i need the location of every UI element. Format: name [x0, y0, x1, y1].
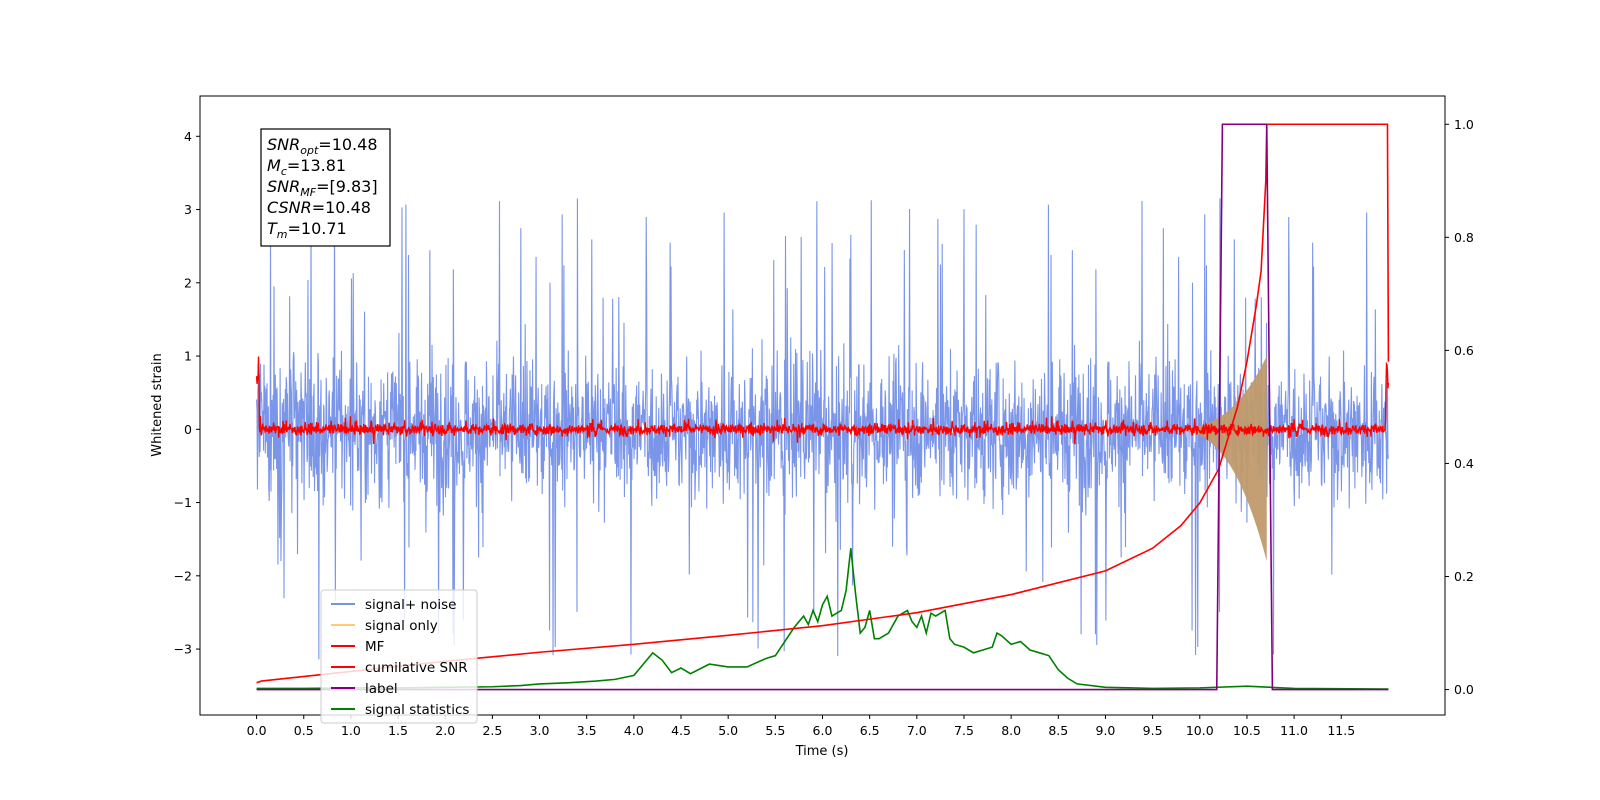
x-tick-label: 10.5: [1233, 723, 1261, 738]
y-tick-label: −1: [174, 495, 192, 510]
x-tick-label: 3.0: [530, 723, 550, 738]
x-tick-label: 8.5: [1048, 723, 1068, 738]
legend-label: signal+ noise: [365, 597, 456, 613]
x-tick-label: 1.5: [388, 723, 408, 738]
legend-label: MF: [365, 639, 384, 655]
annotation-line: Tm=10.71: [267, 219, 347, 241]
y-tick-label: 4: [184, 129, 192, 144]
x-tick-label: 4.0: [624, 723, 644, 738]
series-label: [256, 123, 1389, 691]
y-axis-label: Whitened strain: [150, 353, 165, 456]
x-tick-label: 8.0: [1001, 723, 1021, 738]
annotation-line: SNRopt=10.48: [267, 135, 378, 157]
legend-frame: [320, 589, 478, 724]
annotation-line: SNRMF=[9.83]: [267, 177, 378, 199]
right-axis-series-layer: [256, 123, 1390, 691]
y-tick-label: 1: [184, 349, 192, 364]
x-tick-label: 2.5: [482, 723, 502, 738]
x-tick-label: 11.5: [1327, 723, 1355, 738]
x-tick-label: 6.5: [860, 723, 880, 738]
x-axis: 0.0 0.5 1.0 1.5 2.0 2.5 3.0 3.5 4.0 4.5 5.0 5.5 6.0 6…: [247, 715, 1355, 738]
x-tick-label: 5.5: [765, 723, 785, 738]
y2-tick-label: 0.2: [1454, 569, 1474, 584]
x-tick-label: 9.5: [1143, 723, 1163, 738]
x-tick-label: 3.5: [577, 723, 597, 738]
series-mf: [255, 356, 1390, 445]
legend-label: signal only: [365, 618, 438, 634]
y2-tick-label: 1.0: [1454, 117, 1474, 132]
x-tick-label: 1.0: [341, 723, 361, 738]
x-tick-label: 6.0: [813, 723, 833, 738]
x-tick-label: 0.5: [294, 723, 314, 738]
y-axis: −3 −2 −1 0 1 2 3 4: [174, 129, 200, 657]
annotation-frame: [260, 128, 391, 247]
annotation-line: Mc=13.81: [267, 156, 346, 178]
plot-area: [255, 123, 1390, 691]
y2-tick-label: 0.6: [1454, 343, 1474, 358]
y-tick-label: 0: [184, 422, 192, 437]
y2-tick-label: 0.0: [1454, 682, 1474, 697]
x-tick-label: 7.5: [954, 723, 974, 738]
x-tick-label: 11.0: [1280, 723, 1308, 738]
mf-layer: [255, 356, 1390, 445]
x-tick-label: 4.5: [671, 723, 691, 738]
series-signal-statistics: [256, 548, 1389, 690]
signal-plus-noise-layer: [256, 198, 1389, 660]
x-tick-label: 5.0: [718, 723, 738, 738]
x-tick-label: 9.0: [1096, 723, 1116, 738]
series-cumilative-snr: [256, 123, 1390, 684]
x-tick-label: 2.0: [435, 723, 455, 738]
legend-label: signal statistics: [365, 702, 469, 718]
x-tick-label: 7.0: [907, 723, 927, 738]
annotation-line: CSNR=10.48: [267, 198, 371, 217]
y2-tick-label: 0.8: [1454, 230, 1474, 245]
legend-label: label: [365, 681, 398, 697]
signal-only-layer: [1162, 356, 1267, 562]
series-signal-plus-noise: [256, 198, 1389, 660]
y-tick-label: 3: [184, 202, 192, 217]
legend: signal+ noise signal only MF cumilative SNR…: [320, 589, 478, 724]
x-axis-label: Time (s): [795, 744, 849, 759]
series-signal-only: [1162, 356, 1267, 562]
annotation-box: SNRopt=10.48Mc=13.81SNRMF=[9.83]CSNR=10.…: [260, 128, 391, 247]
y-tick-label: −3: [174, 642, 192, 657]
x-tick-label: 10.0: [1186, 723, 1214, 738]
y-tick-label: −2: [174, 568, 192, 583]
y2-axis: 0.0 0.2 0.4 0.6 0.8 1.0: [1445, 117, 1474, 697]
y-tick-label: 2: [184, 275, 192, 290]
legend-label: cumilative SNR: [365, 660, 468, 676]
y2-tick-label: 0.4: [1454, 456, 1474, 471]
x-tick-label: 0.0: [247, 723, 267, 738]
